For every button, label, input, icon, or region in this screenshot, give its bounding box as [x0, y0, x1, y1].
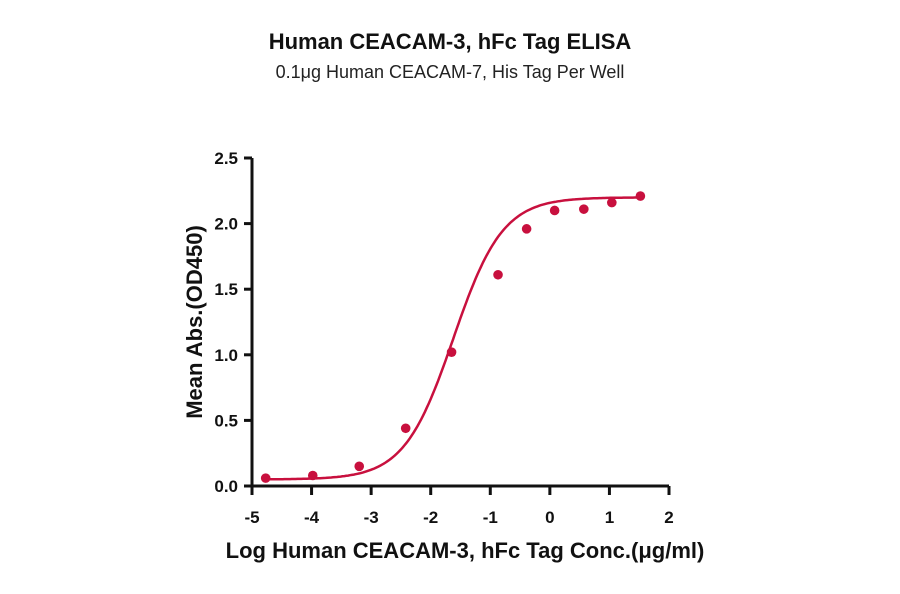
data-point — [607, 197, 617, 208]
data-point — [400, 423, 411, 434]
chart-subtitle: 0.1μg Human CEACAM-7, His Tag Per Well — [275, 62, 625, 82]
data-point — [521, 224, 532, 234]
fit-curve-line — [265, 196, 641, 481]
y-tick-label: 0.5 — [214, 411, 238, 430]
fit-curve — [265, 196, 641, 481]
x-tick-label: -1 — [483, 508, 498, 527]
chart-title: Human CEACAM-3, hFc Tag ELISA — [268, 29, 632, 54]
x-tick-label: 2 — [664, 508, 673, 527]
x-tick-label: -4 — [304, 508, 320, 527]
data-point — [307, 470, 318, 481]
y-tick-label: 2.0 — [214, 215, 238, 234]
x-tick-label: -5 — [244, 508, 259, 527]
y-tick-label: 1.5 — [214, 280, 238, 299]
data-point — [635, 191, 646, 201]
x-tick-label: 0 — [545, 508, 554, 527]
y-tick-label: 0.0 — [214, 477, 238, 496]
data-point — [579, 204, 589, 214]
y-tick-label: 2.5 — [214, 149, 238, 168]
data-point — [354, 461, 365, 472]
data-point — [493, 269, 503, 280]
data-points — [260, 191, 646, 483]
axes: 0.0 0.5 1.0 1.5 2.0 2.5 -5 -4 -3 -2 -1 0 1 2 — [214, 149, 673, 527]
x-tick-label: -2 — [423, 508, 438, 527]
x-axis-label: Log Human CEACAM-3, hFc Tag Conc.(μg/ml) — [225, 538, 705, 563]
x-tick-label: 1 — [605, 508, 614, 527]
x-tick-label: -3 — [364, 508, 379, 527]
y-tick-label: 1.0 — [214, 346, 238, 365]
data-point — [549, 205, 560, 216]
data-point — [446, 347, 457, 357]
data-point — [260, 473, 271, 483]
